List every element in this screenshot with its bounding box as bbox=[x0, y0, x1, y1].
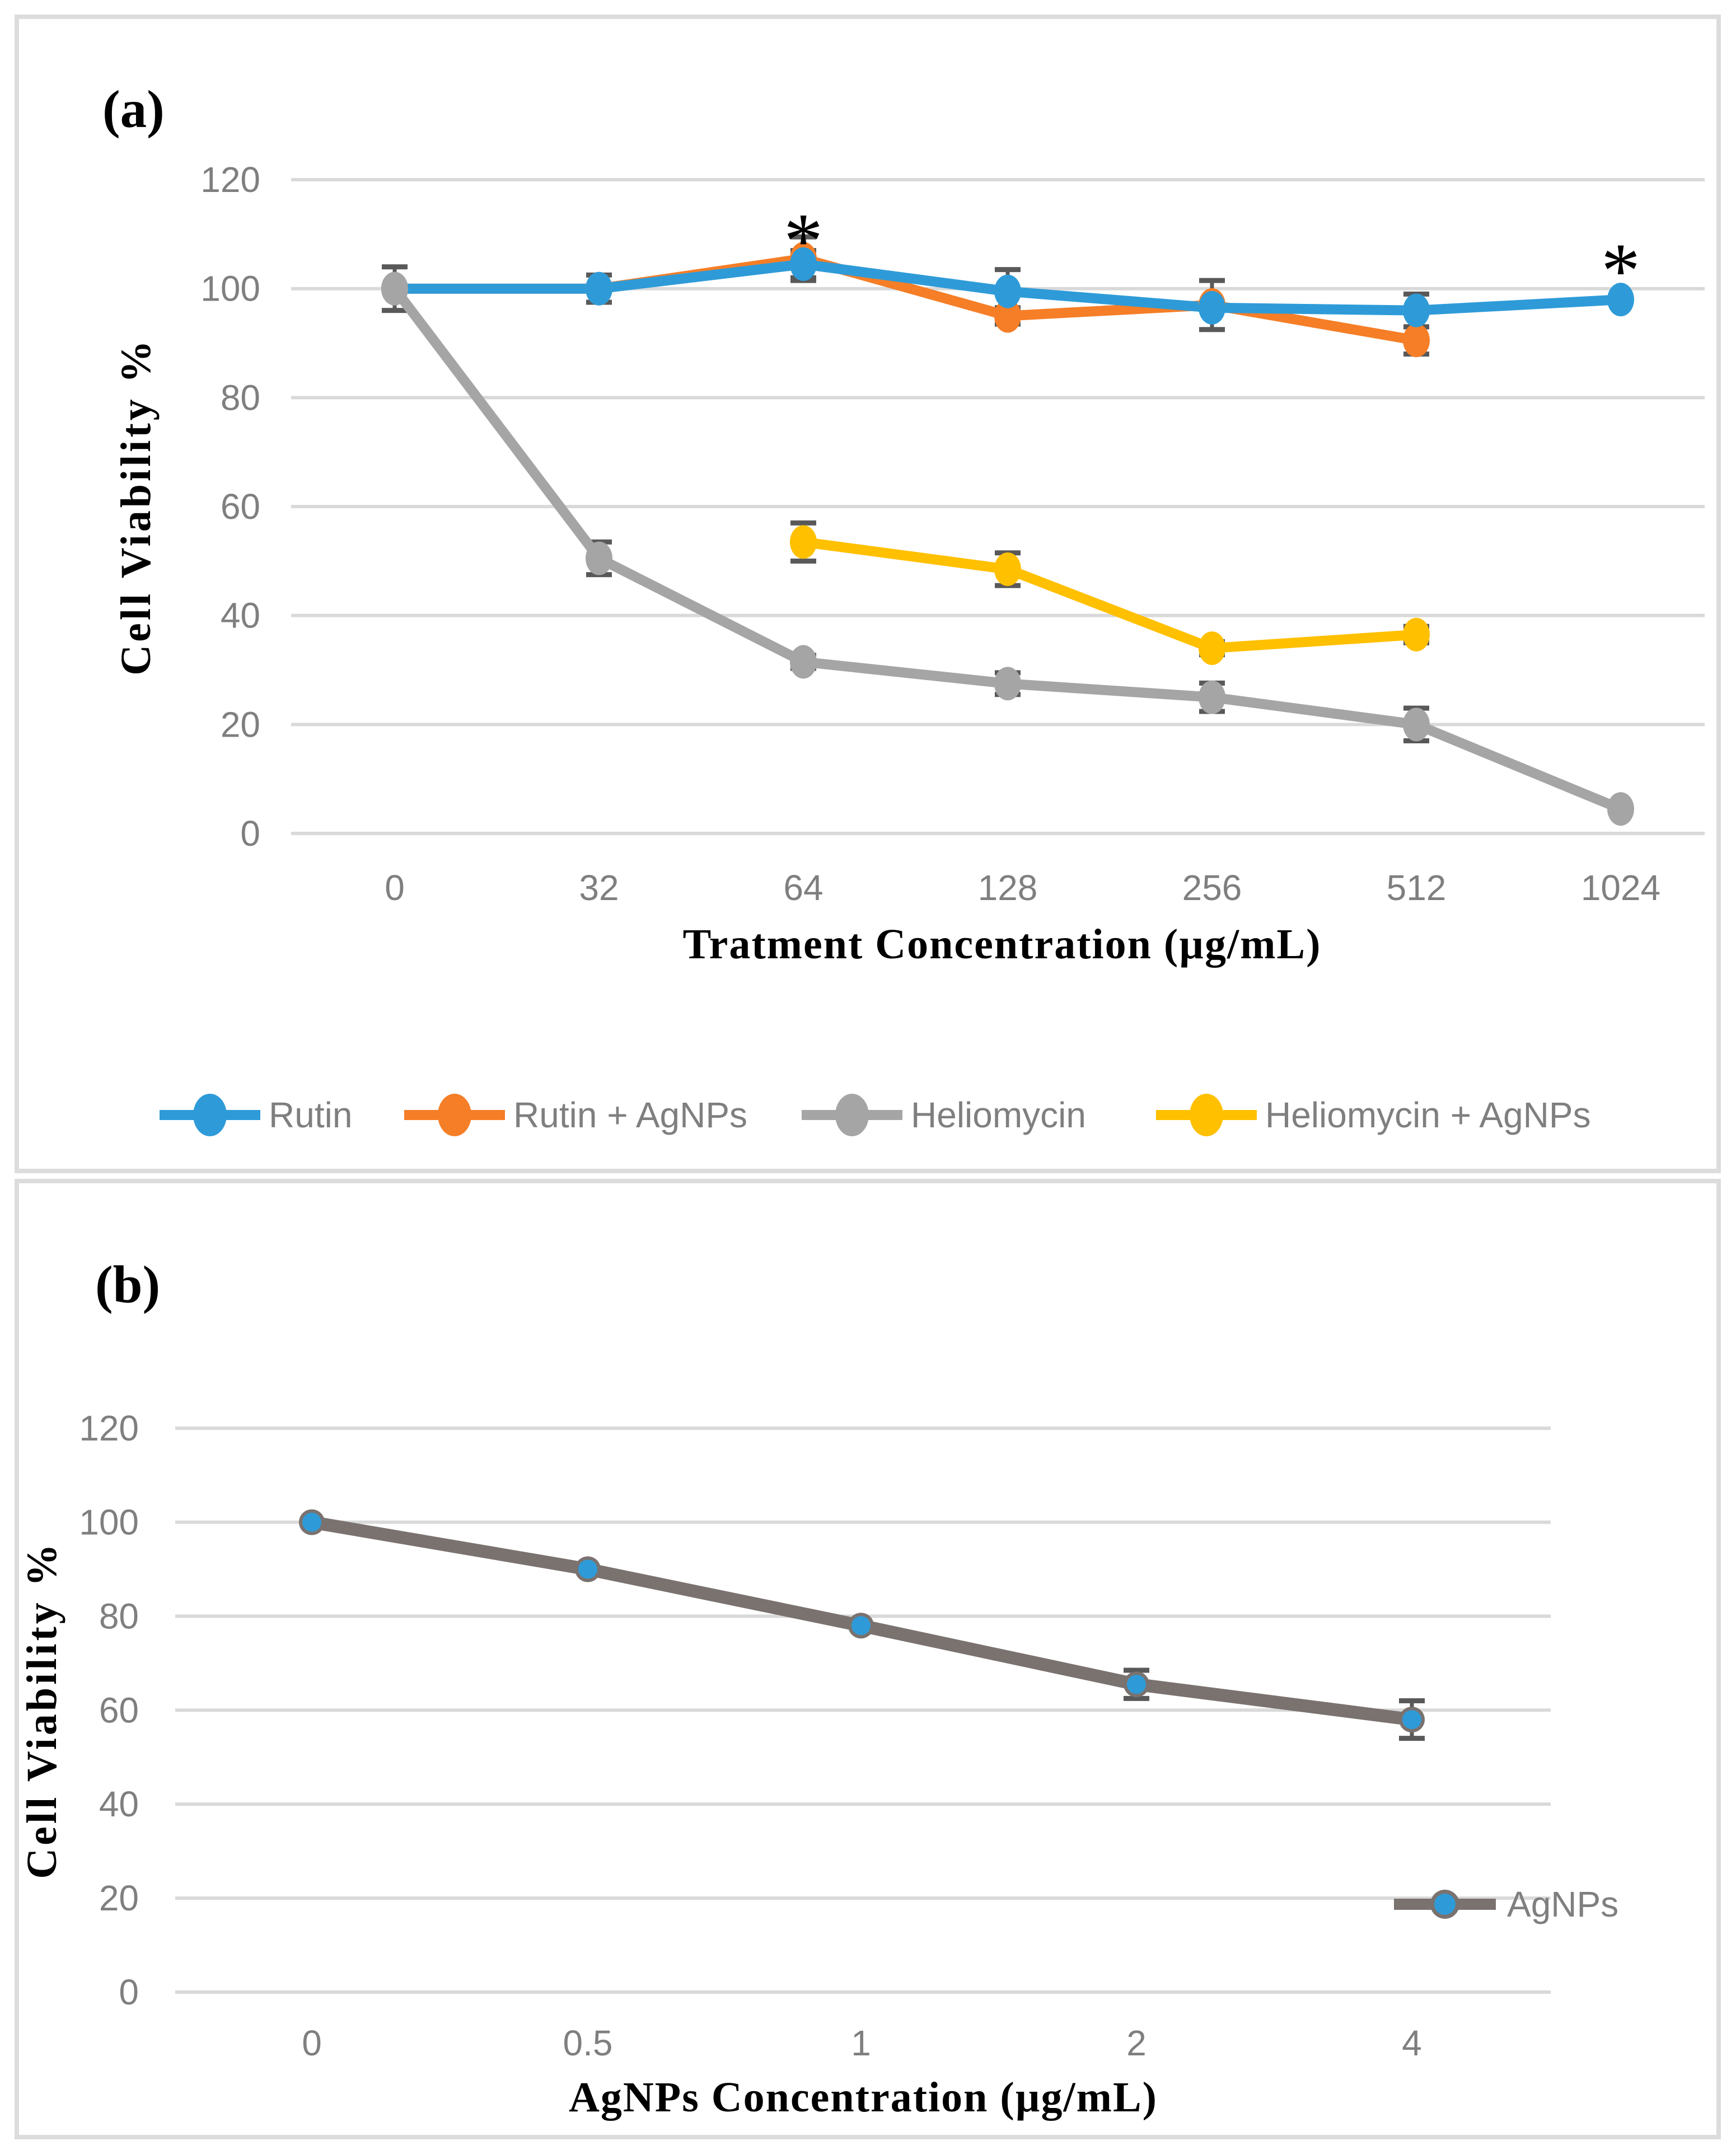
y-tick-label-120: 120 bbox=[200, 160, 260, 200]
series-line-rutin-agnps bbox=[390, 254, 1421, 346]
data-point-rutin-agnps bbox=[1403, 324, 1430, 358]
data-point-rutin bbox=[1403, 293, 1430, 327]
x-tick-label-0: 0 bbox=[385, 868, 405, 908]
x-tick-label-512: 512 bbox=[1387, 868, 1447, 908]
data-point-agnps bbox=[578, 1559, 597, 1579]
x-tick-label-32: 32 bbox=[579, 868, 619, 908]
series-line-heliomycin-agnps bbox=[798, 537, 1421, 654]
y-tick-label-20: 20 bbox=[221, 704, 260, 744]
data-point-heliomycin-agnps bbox=[994, 552, 1021, 586]
y-axis-title-b: Cell Viability % bbox=[18, 1541, 65, 1879]
legend-item-heliomycin-agnps: Heliomycin + AgNPs bbox=[1265, 1095, 1591, 1135]
panel-b-label: (b) bbox=[95, 1255, 161, 1314]
x-axis-title-b: AgNPs Concentration (µg/mL) bbox=[569, 2074, 1158, 2121]
legend-item-agnps: AgNPs bbox=[1507, 1884, 1618, 1924]
y-tick-label-60: 60 bbox=[99, 1690, 139, 1730]
significance-asterisk: * bbox=[1601, 227, 1640, 314]
x-tick-label-0: 0 bbox=[302, 2023, 322, 2063]
y-tick-label-60: 60 bbox=[221, 486, 260, 527]
legend-marker-dot bbox=[1434, 1894, 1456, 1915]
data-point-heliomycin-agnps bbox=[1199, 631, 1225, 666]
data-point-rutin bbox=[586, 271, 612, 306]
x-tick-label-64: 64 bbox=[783, 868, 823, 908]
data-point-heliomycin bbox=[586, 541, 612, 575]
y-tick-label-40: 40 bbox=[221, 596, 260, 636]
data-point-rutin-agnps bbox=[994, 299, 1021, 333]
y-tick-label-0: 0 bbox=[240, 813, 260, 854]
x-tick-label-4: 4 bbox=[1402, 2023, 1422, 2063]
data-point-heliomycin bbox=[1607, 792, 1634, 826]
y-tick-label-80: 80 bbox=[99, 1596, 139, 1636]
data-point-rutin bbox=[790, 247, 817, 281]
x-tick-label-1: 1 bbox=[851, 2023, 871, 2063]
data-point-agnps bbox=[302, 1512, 321, 1532]
legend-marker-dot bbox=[438, 1094, 471, 1136]
x-tick-label-0.5: 0.5 bbox=[563, 2023, 613, 2063]
data-point-heliomycin bbox=[790, 645, 817, 679]
data-point-agnps bbox=[1127, 1675, 1146, 1694]
data-point-rutin bbox=[1607, 283, 1634, 317]
x-tick-label-256: 256 bbox=[1182, 868, 1242, 908]
y-tick-label-100: 100 bbox=[79, 1502, 139, 1543]
data-point-heliomycin bbox=[1199, 680, 1225, 714]
data-point-rutin bbox=[994, 274, 1021, 308]
panel-b-frame bbox=[15, 1179, 1721, 2139]
x-tick-label-2: 2 bbox=[1126, 2023, 1147, 2063]
data-point-heliomycin-agnps bbox=[790, 525, 817, 559]
y-tick-label-20: 20 bbox=[99, 1878, 139, 1918]
data-point-agnps bbox=[851, 1616, 871, 1636]
legend-marker-dot bbox=[1190, 1094, 1223, 1136]
data-point-agnps bbox=[1402, 1710, 1421, 1730]
y-tick-label-0: 0 bbox=[119, 1972, 139, 2012]
x-tick-label-128: 128 bbox=[978, 868, 1038, 908]
y-tick-label-120: 120 bbox=[79, 1408, 139, 1449]
y-tick-label-80: 80 bbox=[221, 377, 260, 418]
y-tick-label-100: 100 bbox=[200, 269, 260, 309]
legend-item-heliomycin: Heliomycin bbox=[911, 1095, 1086, 1135]
panel-a-frame bbox=[15, 15, 1721, 1173]
y-axis-title-a: Cell Viability % bbox=[113, 338, 160, 676]
data-point-heliomycin bbox=[1403, 708, 1430, 742]
significance-asterisk: * bbox=[784, 198, 823, 284]
legend-item-rutin: Rutin bbox=[269, 1095, 352, 1135]
panel-a-label: (a) bbox=[102, 79, 165, 139]
data-point-rutin bbox=[1199, 291, 1225, 325]
x-tick-label-1024: 1024 bbox=[1581, 868, 1660, 908]
legend-item-rutin-agnps: Rutin + AgNPs bbox=[513, 1095, 747, 1135]
data-point-heliomycin-agnps bbox=[1403, 617, 1430, 652]
x-axis-title-a: Tratment Concentration (µg/mL) bbox=[683, 921, 1322, 968]
data-point-heliomycin bbox=[381, 271, 408, 306]
legend-marker-dot bbox=[193, 1094, 227, 1136]
y-tick-label-40: 40 bbox=[99, 1784, 139, 1824]
legend-marker-dot bbox=[835, 1094, 869, 1136]
series-line-heliomycin bbox=[390, 283, 1626, 814]
data-point-heliomycin bbox=[994, 667, 1021, 701]
